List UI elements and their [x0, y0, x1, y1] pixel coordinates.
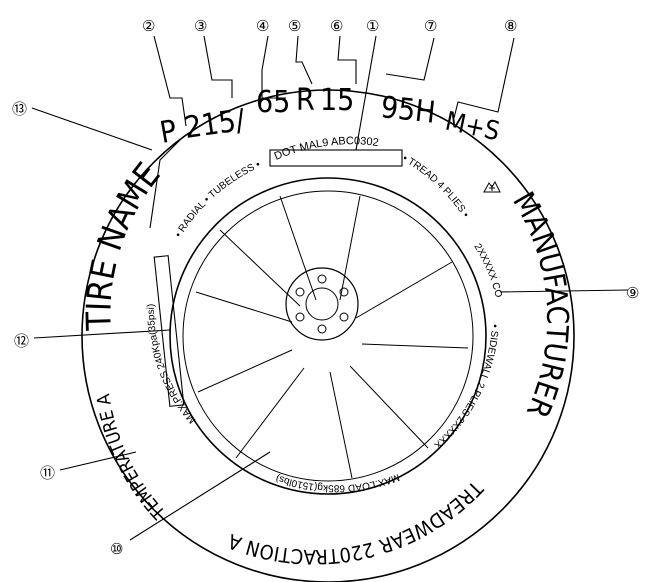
- dot-code-box: [269, 149, 403, 167]
- aspect-ratio: 65: [256, 85, 290, 120]
- bracket-13: [149, 139, 181, 229]
- mud-snow-mark: M+S: [443, 107, 503, 148]
- callout-3: ③: [194, 18, 207, 35]
- manufacturer-label: MANUFACTURER: [505, 186, 574, 423]
- callout-13: ⑬: [12, 101, 27, 118]
- tread-cord-code: 2XXXXX CORD: [0, 0, 504, 299]
- dot-code: DOT MAL9 ABC0302: [273, 135, 380, 163]
- callout-numbers: ① ② ③ ④ ⑤ ⑥ ⑦ ⑧ ⑨ ⑩ ⑪ ⑫ ⑬: [12, 18, 639, 558]
- callout-5: ⑤: [288, 18, 301, 35]
- sidewall-plies-text: • SIDEWALL 2 PLIES 2XXXXX CORD •: [0, 0, 500, 452]
- callout-9: ⑨: [626, 285, 639, 302]
- callout-8: ⑧: [504, 18, 517, 35]
- wheel-hub: [285, 267, 359, 341]
- callout-7: ⑦: [424, 18, 437, 35]
- lug-nuts: [295, 274, 349, 334]
- callout-6: ⑥: [330, 18, 343, 35]
- callout-leaders: [31, 35, 629, 541]
- wheel-spokes: [195, 195, 469, 479]
- snowflake-mountain-icon: [483, 180, 501, 193]
- callout-12: ⑫: [14, 333, 29, 350]
- callout-11: ⑪: [40, 465, 55, 482]
- callout-10: ⑩: [110, 541, 123, 558]
- rim-diameter: 15: [320, 83, 354, 118]
- tire-outer-edge: [81, 89, 575, 582]
- section-width: 215/: [182, 103, 248, 146]
- construction-type: R: [296, 83, 315, 118]
- rim-edge: [169, 177, 487, 495]
- max-press-box: [153, 255, 185, 407]
- temperature-label: TEMPERATURE A: [93, 392, 170, 523]
- callout-1: ①: [366, 18, 379, 35]
- callout-2: ②: [142, 18, 155, 35]
- tire-size-code: P 215/ 65 R 15 95H M+S: [157, 83, 502, 151]
- rim-inner-edge: [182, 190, 474, 482]
- size-prefix: P: [157, 114, 179, 151]
- tread-plies-text: • TREAD 4 PLIES •: [401, 153, 472, 220]
- callout-4: ④: [256, 18, 269, 35]
- load-speed-index: 95H: [379, 90, 437, 131]
- hub-center: [305, 287, 339, 321]
